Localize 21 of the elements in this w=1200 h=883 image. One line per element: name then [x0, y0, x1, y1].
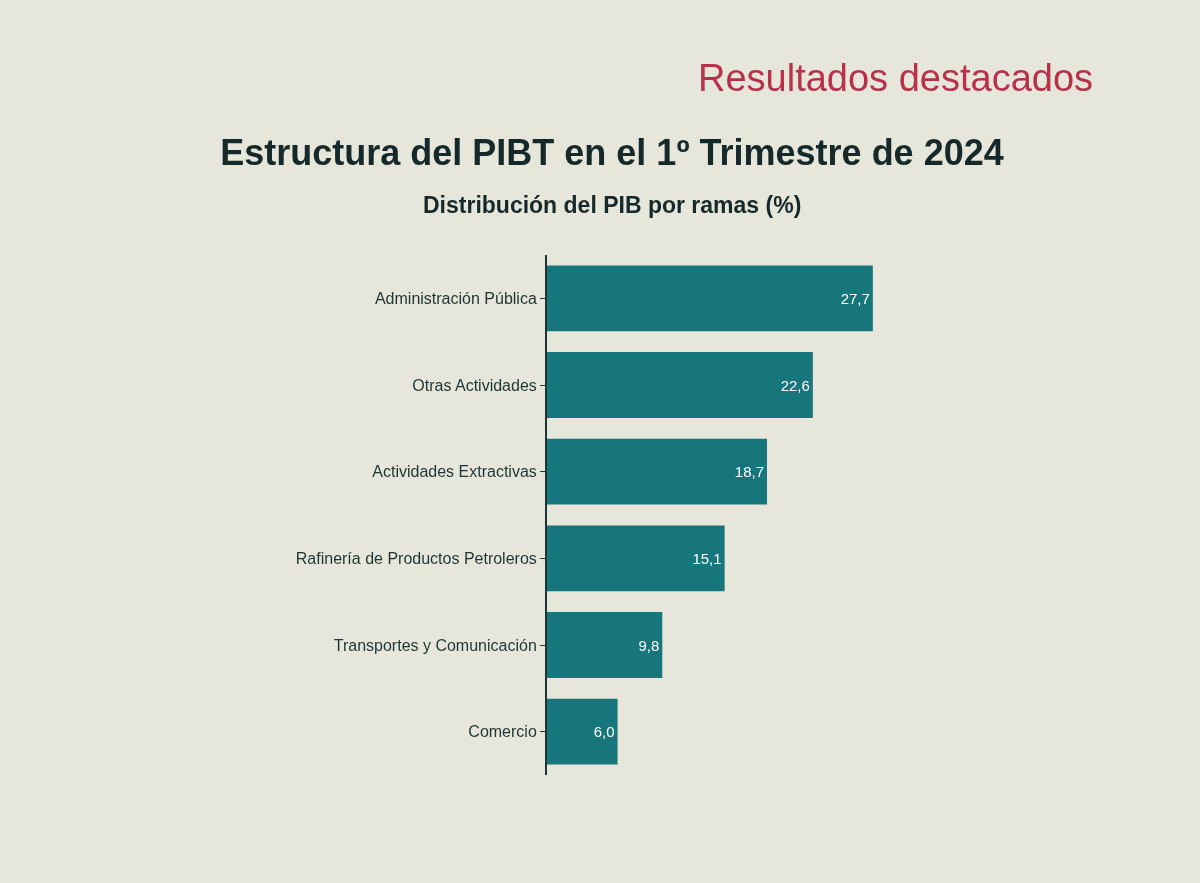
data-label: 22,6 [780, 376, 810, 394]
bar [547, 612, 663, 678]
y-tick-label: Transportes y Comunicación [333, 636, 537, 654]
bar [547, 265, 873, 332]
bar [547, 698, 618, 765]
y-tick-label: Comercio [468, 723, 537, 741]
y-tick-label: Administración Pública [374, 289, 537, 307]
text: Resultados destacados [698, 57, 1094, 99]
data-label: 9,8 [638, 636, 660, 654]
chart-subtitle: Distribución del PIB por ramas (%) [423, 192, 802, 218]
y-tick-label: Actividades Extractivas [372, 463, 537, 481]
data-label: 27,7 [840, 289, 870, 307]
data-label: 18,7 [734, 463, 764, 481]
bar [547, 438, 767, 505]
bar [547, 525, 725, 592]
data-label: 15,1 [692, 549, 722, 567]
data-label: 6,0 [593, 723, 615, 741]
chart-title: Estructura del PIBT en el 1º Trimestre de 2024 [220, 131, 1004, 173]
y-tick-label: Rafinería de Productos Petroleros [295, 549, 537, 567]
bar [547, 352, 813, 418]
y-tick-label: Otras Actividades [412, 376, 537, 394]
